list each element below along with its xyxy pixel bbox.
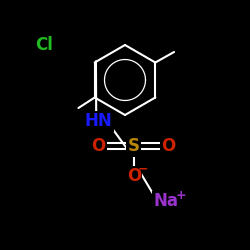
- Text: O: O: [127, 167, 141, 185]
- Text: −: −: [138, 163, 148, 176]
- Text: S: S: [128, 137, 140, 155]
- Text: O: O: [92, 137, 106, 155]
- Text: O: O: [162, 137, 176, 155]
- Text: Cl: Cl: [35, 36, 53, 54]
- Text: Na: Na: [154, 192, 179, 210]
- Text: HN: HN: [85, 112, 112, 130]
- Text: +: +: [176, 189, 186, 202]
